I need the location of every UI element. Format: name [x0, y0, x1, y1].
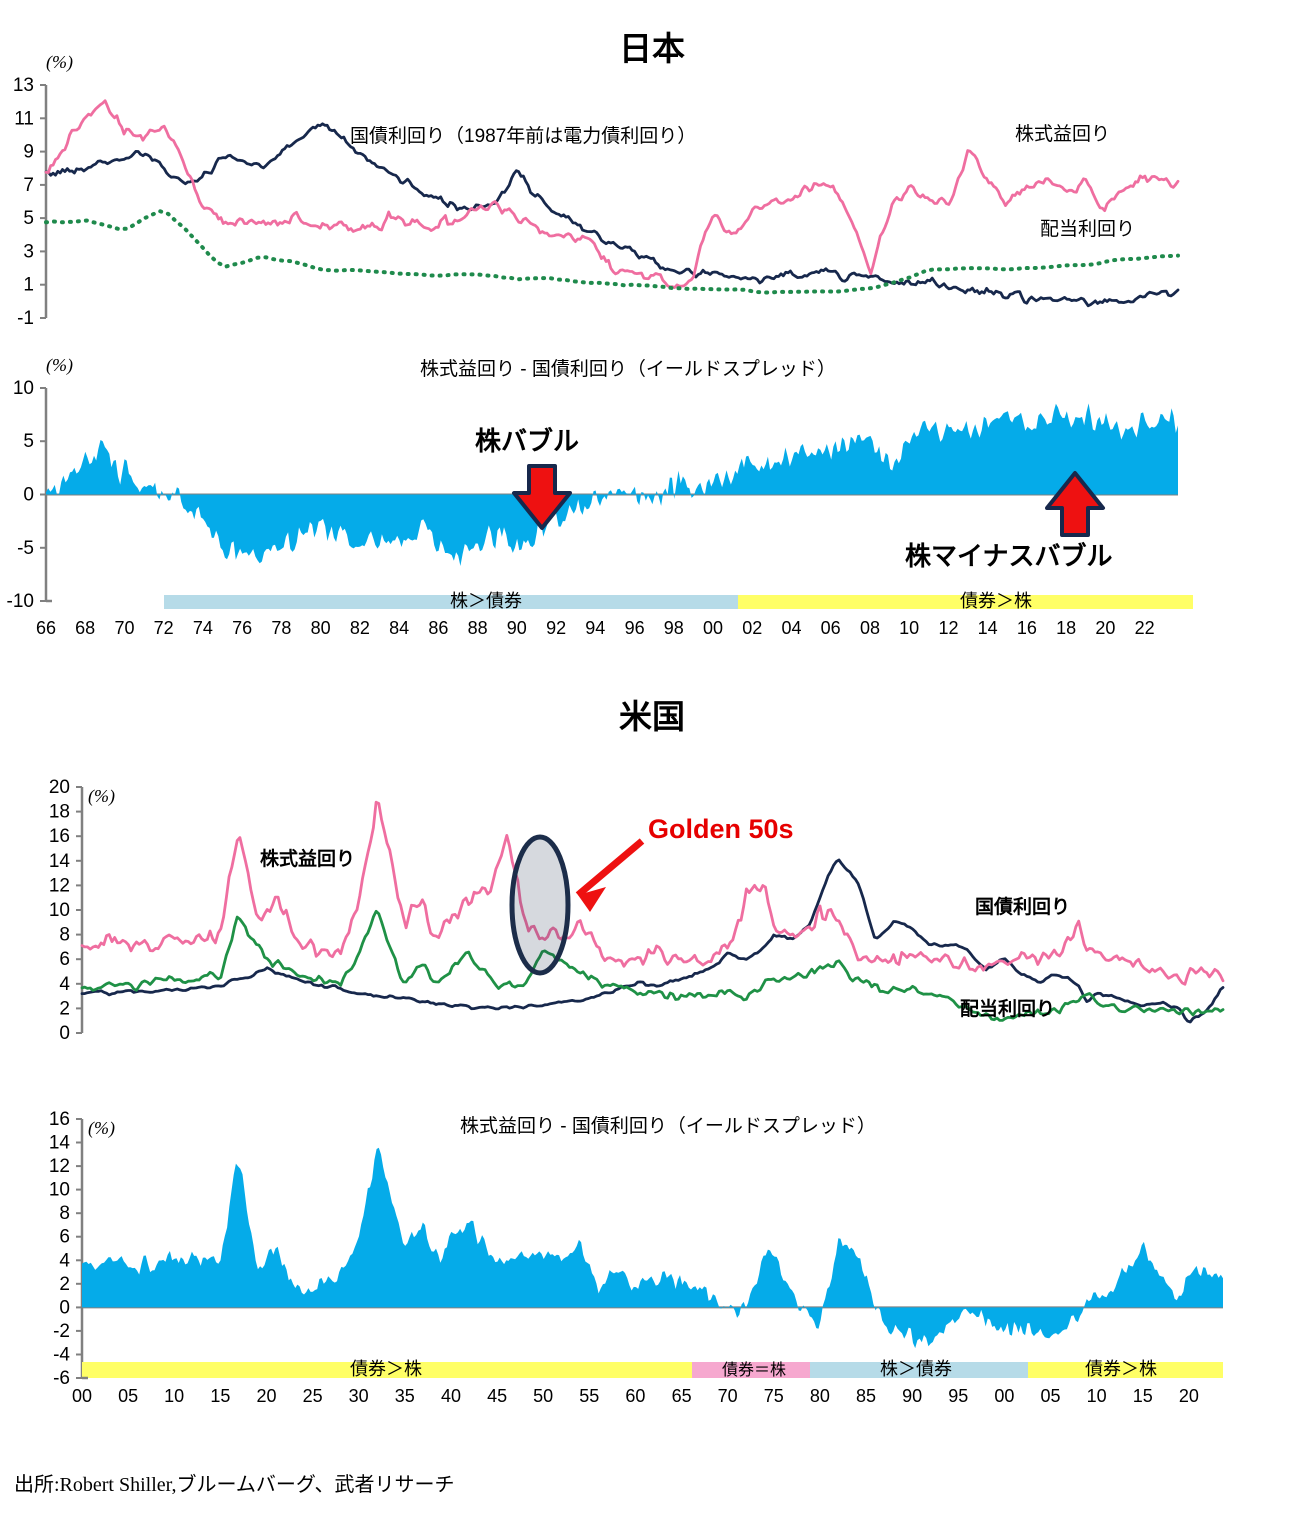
svg-text:10: 10: [1087, 1386, 1107, 1406]
svg-text:債券＞株: 債券＞株: [350, 1359, 422, 1379]
svg-text:0: 0: [59, 1297, 70, 1318]
svg-text:-4: -4: [53, 1345, 70, 1366]
svg-text:05: 05: [118, 1386, 138, 1406]
svg-text:25: 25: [303, 1386, 323, 1406]
svg-text:90: 90: [902, 1386, 922, 1406]
svg-text:95: 95: [948, 1386, 968, 1406]
svg-text:00: 00: [72, 1386, 92, 1406]
svg-text:80: 80: [810, 1386, 830, 1406]
svg-text:株＞債券: 株＞債券: [880, 1359, 952, 1379]
svg-text:8: 8: [59, 1203, 70, 1224]
svg-text:15: 15: [210, 1386, 230, 1406]
svg-text:(%): (%): [88, 1118, 115, 1139]
svg-text:45: 45: [487, 1386, 507, 1406]
svg-text:16: 16: [49, 1109, 70, 1130]
svg-text:75: 75: [764, 1386, 784, 1406]
svg-text:05: 05: [1040, 1386, 1060, 1406]
svg-text:85: 85: [856, 1386, 876, 1406]
svg-text:6: 6: [59, 1227, 70, 1248]
svg-text:20: 20: [1179, 1386, 1199, 1406]
svg-text:20: 20: [256, 1386, 276, 1406]
svg-text:10: 10: [49, 1180, 70, 1201]
svg-text:債券＝株: 債券＝株: [722, 1361, 786, 1379]
svg-text:55: 55: [579, 1386, 599, 1406]
svg-text:10: 10: [164, 1386, 184, 1406]
svg-text:60: 60: [625, 1386, 645, 1406]
svg-text:債券＞株: 債券＞株: [1085, 1359, 1157, 1379]
svg-text:-2: -2: [53, 1321, 70, 1342]
svg-text:00: 00: [994, 1386, 1014, 1406]
svg-text:30: 30: [349, 1386, 369, 1406]
svg-text:14: 14: [49, 1133, 71, 1154]
svg-text:4: 4: [59, 1250, 70, 1271]
svg-text:12: 12: [49, 1156, 70, 1177]
svg-text:-6: -6: [53, 1368, 70, 1389]
svg-text:70: 70: [718, 1386, 738, 1406]
svg-text:株式益回り - 国債利回り（イールドスプレッド）: 株式益回り - 国債利回り（イールドスプレッド）: [460, 1115, 876, 1137]
svg-text:15: 15: [1133, 1386, 1153, 1406]
svg-text:Golden 50s: Golden 50s: [648, 814, 794, 844]
svg-text:65: 65: [672, 1386, 692, 1406]
svg-text:2: 2: [59, 1274, 70, 1295]
svg-text:50: 50: [533, 1386, 553, 1406]
svg-text:35: 35: [395, 1386, 415, 1406]
svg-text:40: 40: [441, 1386, 461, 1406]
